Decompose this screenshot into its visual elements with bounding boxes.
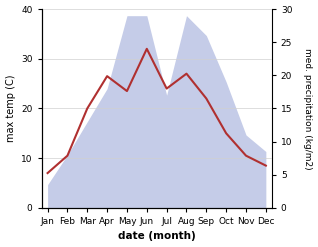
Y-axis label: med. precipitation (kg/m2): med. precipitation (kg/m2): [303, 48, 313, 169]
Y-axis label: max temp (C): max temp (C): [5, 75, 16, 142]
X-axis label: date (month): date (month): [118, 231, 196, 242]
